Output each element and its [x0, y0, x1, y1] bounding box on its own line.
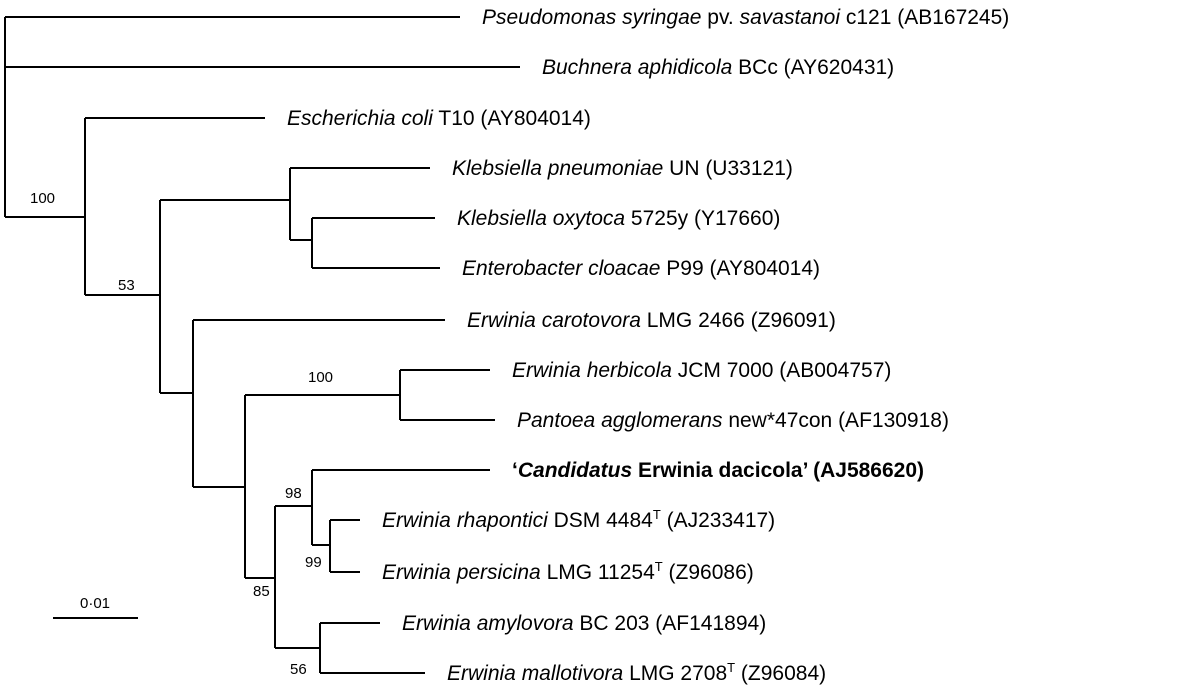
bootstrap-values: 100 53 100 98 99 85 56 — [30, 190, 333, 678]
taxon-label-part: LMG 2708 — [623, 662, 727, 685]
taxon-label-part: ‘ — [512, 459, 518, 482]
taxon-label-part: T — [655, 559, 663, 574]
taxon-label: Pantoea agglomerans new*47con (AF130918) — [517, 409, 949, 432]
taxon-label: Erwinia herbicola JCM 7000 (AB004757) — [512, 359, 891, 382]
taxon-label-part: (Z96091) — [745, 309, 836, 332]
taxon-label: Erwinia persicina LMG 11254T (Z96086) — [382, 559, 754, 584]
taxon-label: Erwinia amylovora BC 203 (AF141894) — [402, 612, 766, 635]
taxon-label-part: c121 — [840, 6, 891, 29]
taxon-label-part: (AB167245) — [891, 6, 1009, 29]
taxon-label: Pseudomonas syringae pv. savastanoi c121… — [482, 6, 1009, 29]
taxon-label-part: new*47con — [722, 409, 832, 432]
taxon-label-part: pv. — [701, 6, 739, 29]
taxon-label-part: Erwinia amylovora — [402, 612, 574, 635]
taxon-label-part: (AY804014) — [704, 257, 820, 280]
taxon-label-part: (AY804014) — [475, 107, 591, 130]
taxon-label-part: Erwinia mallotivora — [447, 662, 623, 685]
taxon-label-part: Erwinia herbicola — [512, 359, 672, 382]
taxon-label-part: Escherichia coli — [287, 107, 434, 130]
taxon-label-part: (AF141894) — [649, 612, 766, 635]
taxon-label-part: (Z96084) — [735, 662, 826, 685]
taxon-label: Erwinia rhapontici DSM 4484T (AJ233417) — [382, 507, 775, 532]
taxon-label-part: 5725y — [625, 207, 689, 230]
taxon-label-part: Klebsiella pneumoniae — [452, 157, 663, 180]
taxon-label: Enterobacter cloacae P99 (AY804014) — [462, 257, 820, 280]
tree-branches — [4, 16, 520, 674]
bootstrap-value: 100 — [30, 190, 55, 207]
taxon-label: Klebsiella pneumoniae UN (U33121) — [452, 157, 793, 180]
taxon-label: Erwinia mallotivora LMG 2708T (Z96084) — [447, 660, 826, 685]
taxon-label-part: DSM 4484 — [548, 509, 653, 532]
taxon-label: ‘Candidatus Erwinia dacicola’ (AJ586620) — [512, 459, 924, 482]
taxon-label-part: Pantoea agglomerans — [517, 409, 723, 432]
taxon-label-part: T10 — [433, 107, 475, 130]
taxon-label-part: savastanoi — [740, 6, 842, 29]
taxon-label-part: Erwinia persicina — [382, 561, 541, 584]
taxon-label: Erwinia carotovora LMG 2466 (Z96091) — [467, 309, 836, 332]
bootstrap-value: 98 — [285, 485, 302, 502]
taxon-label-part: (AY620431) — [778, 56, 894, 79]
bootstrap-value: 56 — [290, 661, 307, 678]
taxon-label-part: (Y17660) — [688, 207, 780, 230]
taxon-label: Escherichia coli T10 (AY804014) — [287, 107, 591, 130]
taxon-label-part: Candidatus — [518, 459, 632, 482]
taxon-label-part: LMG 2466 — [641, 309, 745, 332]
taxon-label: Buchnera aphidicola BCc (AY620431) — [542, 56, 894, 79]
taxon-label-part: Enterobacter cloacae — [462, 257, 660, 280]
taxon-label-part: (AF130918) — [832, 409, 949, 432]
bootstrap-value: 53 — [118, 277, 135, 294]
taxon-label-part: (Z96086) — [663, 561, 754, 584]
taxon-label-part: UN — [663, 157, 699, 180]
scale-bar: 0·01 — [53, 595, 138, 619]
taxon-label-part: T — [653, 507, 661, 522]
bootstrap-value: 100 — [308, 369, 333, 386]
scale-bar-label: 0·01 — [80, 595, 110, 612]
taxon-label-part: Klebsiella oxytoca — [457, 207, 625, 230]
taxon-label-part: Erwinia carotovora — [467, 309, 641, 332]
taxon-label-part: Pseudomonas syringae — [482, 6, 701, 29]
taxon-label-part: P99 — [660, 257, 703, 280]
bootstrap-value: 85 — [253, 583, 270, 600]
taxon-labels: Pseudomonas syringae pv. savastanoi c121… — [287, 6, 1009, 685]
taxon-label-part: (AJ586620) — [807, 459, 924, 482]
taxon-label: Klebsiella oxytoca 5725y (Y17660) — [457, 207, 780, 230]
taxon-label-part: (AJ233417) — [661, 509, 775, 532]
taxon-label-part: (AB004757) — [773, 359, 891, 382]
taxon-label-part: BC 203 — [574, 612, 650, 635]
taxon-label-part: Erwinia rhapontici — [382, 509, 549, 532]
taxon-label-part: JCM 7000 — [672, 359, 774, 382]
taxon-label-part: BCc — [732, 56, 778, 79]
taxon-label-part: T — [727, 660, 735, 675]
taxon-label-part: LMG 11254 — [541, 561, 655, 584]
bootstrap-value: 99 — [305, 554, 322, 571]
taxon-label-part: Erwinia dacicola’ — [632, 459, 807, 482]
taxon-label-part: Buchnera aphidicola — [542, 56, 732, 79]
taxon-label-part: (U33121) — [699, 157, 792, 180]
